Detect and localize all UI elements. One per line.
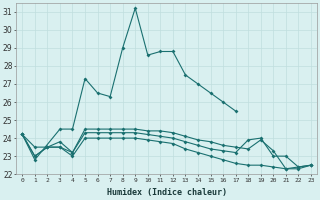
X-axis label: Humidex (Indice chaleur): Humidex (Indice chaleur) (107, 188, 227, 197)
